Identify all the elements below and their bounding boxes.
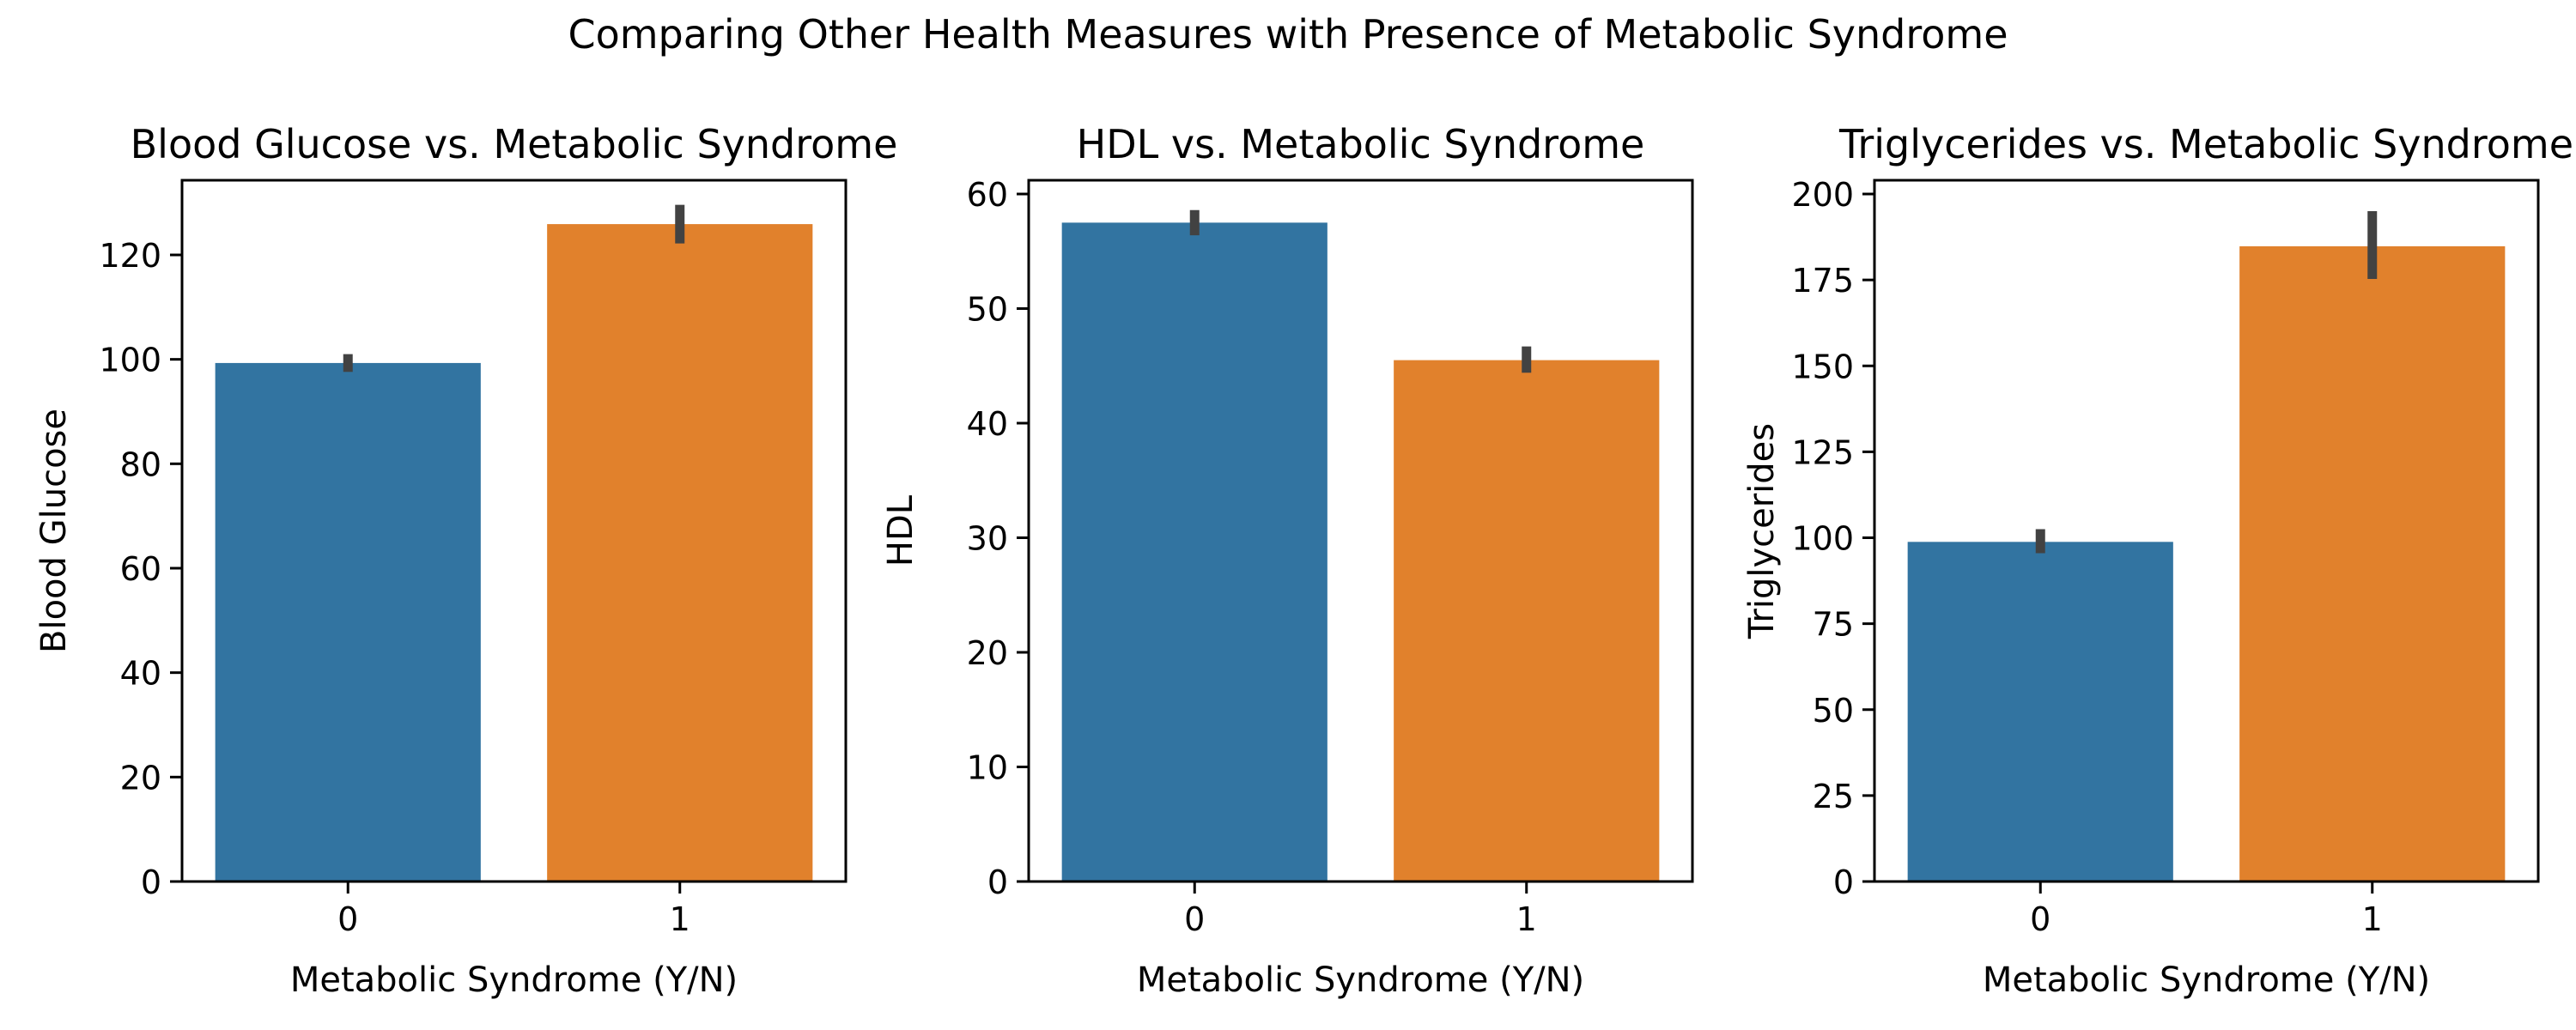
y-tick-label: 75 xyxy=(1813,606,1854,644)
y-tick-label: 50 xyxy=(1813,692,1854,730)
subplot-1: 0 20 40 60 80 100 120 0 1 Metabolic Syndrome (Y/N… xyxy=(34,121,897,1000)
axes-frame xyxy=(180,179,848,883)
x-tick-label: 0 xyxy=(1184,900,1205,938)
y-tick-label: 175 xyxy=(1791,262,1854,300)
figure-title: Comparing Other Health Measures with Pre… xyxy=(568,11,2008,58)
subplot-3: 0 25 50 75 100 125 150 175 200 0 1 Metabolic Syndro… xyxy=(1742,121,2573,1000)
y-tick-label: 40 xyxy=(967,405,1008,443)
y-tick-label: 150 xyxy=(1791,348,1854,385)
subplot-2: 0 10 20 30 40 50 60 0 1 Metabolic Syndrome (Y/N) H… xyxy=(881,121,1694,1000)
x-axis-label: Metabolic Syndrome (Y/N) xyxy=(1983,960,2430,1000)
y-tick-label: 100 xyxy=(1791,520,1854,558)
y-tick-label: 125 xyxy=(1791,433,1854,471)
y-tick-label: 30 xyxy=(967,520,1008,558)
y-axis-label: Blood Glucose xyxy=(34,409,74,653)
bar-1 xyxy=(2239,245,2506,882)
y-tick-label: 80 xyxy=(120,445,161,483)
x-tick-label: 1 xyxy=(2362,900,2383,938)
y-axis-label: Triglycerides xyxy=(1742,423,1782,639)
bar-1 xyxy=(1394,360,1660,882)
subplot-title: Blood Glucose vs. Metabolic Syndrome xyxy=(131,121,898,167)
bar-0 xyxy=(1907,542,2173,882)
y-tick-label: 40 xyxy=(120,655,161,693)
subplot-title: HDL vs. Metabolic Syndrome xyxy=(1077,121,1645,167)
axes-frame xyxy=(1873,179,2540,883)
x-axis-label: Metabolic Syndrome (Y/N) xyxy=(1137,960,1584,1000)
y-tick-label: 50 xyxy=(967,291,1008,329)
y-tick-label: 0 xyxy=(1833,863,1854,901)
x-tick-label: 0 xyxy=(337,900,358,938)
bar-1 xyxy=(547,224,813,882)
x-tick-label: 1 xyxy=(1516,900,1537,938)
y-tick-label: 60 xyxy=(120,550,161,588)
x-axis-label: Metabolic Syndrome (Y/N) xyxy=(290,960,738,1000)
y-tick-label: 100 xyxy=(99,342,161,379)
bar-0 xyxy=(215,362,481,882)
axes-frame xyxy=(1027,179,1694,883)
y-tick-label: 120 xyxy=(99,237,161,275)
y-tick-label: 10 xyxy=(967,749,1008,787)
y-tick-label: 200 xyxy=(1791,176,1854,214)
x-tick-label: 0 xyxy=(2030,900,2050,938)
bar-0 xyxy=(1061,222,1327,882)
y-tick-label: 20 xyxy=(120,759,161,797)
y-tick-label: 25 xyxy=(1813,778,1854,815)
y-tick-label: 0 xyxy=(987,863,1008,901)
y-tick-label: 20 xyxy=(967,634,1008,672)
x-tick-label: 1 xyxy=(670,900,690,938)
y-axis-label: HDL xyxy=(881,494,920,566)
subplot-title: Triglycerides vs. Metabolic Syndrome xyxy=(1838,121,2573,167)
y-tick-label: 60 xyxy=(967,176,1008,214)
y-tick-label: 0 xyxy=(141,863,161,901)
